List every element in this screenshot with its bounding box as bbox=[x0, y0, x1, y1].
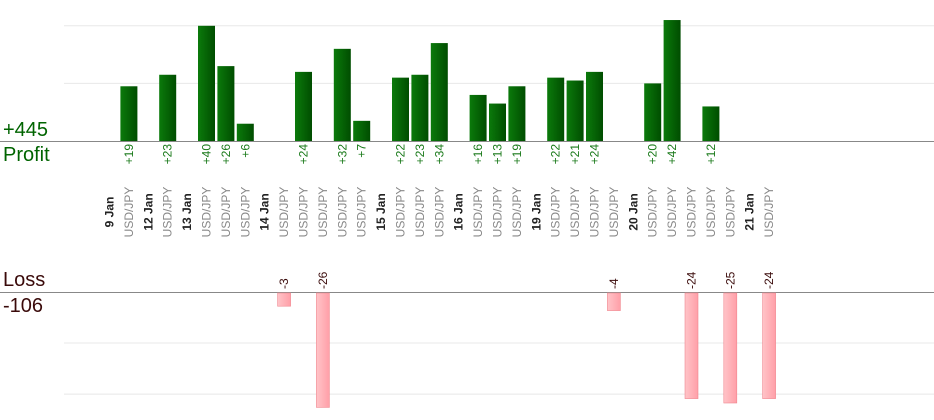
profit-bar bbox=[295, 71, 312, 141]
pair-label: USD/JPY bbox=[335, 187, 349, 238]
pair-label: USD/JPY bbox=[723, 187, 737, 238]
profit-bar bbox=[508, 86, 526, 141]
loss-bar bbox=[277, 292, 291, 307]
profit-value-label: +20 bbox=[646, 144, 660, 165]
profit-value-label: +24 bbox=[588, 144, 602, 165]
pair-label: USD/JPY bbox=[588, 187, 602, 238]
profit-value-label: +6 bbox=[238, 144, 252, 158]
profit-bar bbox=[411, 74, 429, 141]
loss-bar bbox=[607, 292, 621, 311]
profit-value-label: +12 bbox=[704, 144, 718, 165]
profit-bar bbox=[217, 66, 235, 141]
pair-label: USD/JPY bbox=[161, 187, 175, 238]
profit-bar bbox=[644, 83, 662, 141]
pair-label: USD/JPY bbox=[510, 187, 524, 238]
profit-value-label: +23 bbox=[161, 144, 175, 165]
pair-label: USD/JPY bbox=[471, 187, 485, 238]
loss-bar bbox=[684, 292, 699, 399]
date-label: 19 Jan bbox=[529, 193, 543, 230]
date-label: 12 Jan bbox=[141, 193, 155, 230]
profit-bar bbox=[333, 48, 351, 142]
date-label: 14 Jan bbox=[258, 193, 272, 230]
profit-bar bbox=[702, 106, 720, 141]
pair-label: USD/JPY bbox=[413, 187, 427, 238]
pair-label: USD/JPY bbox=[607, 187, 621, 238]
loss-total: -106 bbox=[3, 295, 44, 317]
profit-bar bbox=[469, 94, 487, 141]
pair-label: USD/JPY bbox=[219, 187, 233, 238]
date-label: 16 Jan bbox=[452, 193, 466, 230]
loss-bar bbox=[762, 292, 776, 399]
loss-value-label: -3 bbox=[277, 278, 291, 289]
profit-bar bbox=[120, 86, 138, 141]
pair-label: USD/JPY bbox=[277, 187, 291, 238]
loss-value-label: -24 bbox=[762, 271, 776, 289]
date-label: 21 Jan bbox=[743, 193, 757, 230]
profit-bar bbox=[198, 25, 215, 141]
loss-bar bbox=[723, 292, 738, 404]
profit-value-label: +7 bbox=[355, 144, 369, 158]
profit-value-label: +13 bbox=[491, 144, 505, 165]
pair-label: USD/JPY bbox=[685, 187, 699, 238]
profit-total: +445 bbox=[3, 119, 49, 141]
pair-label: USD/JPY bbox=[704, 187, 718, 238]
profit-value-label: +19 bbox=[122, 144, 136, 165]
pair-label: USD/JPY bbox=[665, 187, 679, 238]
profit-bar bbox=[236, 123, 254, 141]
date-label: 15 Jan bbox=[374, 193, 388, 230]
loss-bar bbox=[316, 292, 330, 408]
pair-label: USD/JPY bbox=[762, 187, 776, 238]
loss-value-label: -25 bbox=[723, 271, 737, 289]
pair-label: USD/JPY bbox=[549, 187, 563, 238]
profit-value-label: +34 bbox=[432, 144, 446, 165]
loss-label: Loss bbox=[3, 269, 46, 291]
profit-bar bbox=[663, 20, 681, 141]
loss-value-label: -24 bbox=[685, 271, 699, 289]
pair-label: USD/JPY bbox=[394, 187, 408, 238]
profit-bar bbox=[547, 77, 565, 141]
pair-label: USD/JPY bbox=[238, 187, 252, 238]
profit-bar bbox=[586, 71, 603, 141]
profit-bar bbox=[392, 77, 409, 141]
profit-value-label: +22 bbox=[394, 144, 408, 165]
pair-label: USD/JPY bbox=[200, 187, 214, 238]
pair-label: USD/JPY bbox=[316, 187, 330, 238]
pair-label: USD/JPY bbox=[355, 187, 369, 238]
profit-value-label: +32 bbox=[335, 144, 349, 165]
profit-bar bbox=[159, 74, 177, 141]
date-label: 9 Jan bbox=[103, 197, 117, 228]
profit-bar bbox=[489, 103, 506, 141]
date-label: 13 Jan bbox=[180, 193, 194, 230]
loss-value-label: -26 bbox=[316, 271, 330, 289]
profit-label: Profit bbox=[3, 144, 50, 166]
pair-label: USD/JPY bbox=[491, 187, 505, 238]
loss-value-label: -4 bbox=[607, 278, 621, 289]
profit-value-label: +22 bbox=[549, 144, 563, 165]
pair-label: USD/JPY bbox=[122, 187, 136, 238]
pair-label: USD/JPY bbox=[646, 187, 660, 238]
profit-bar bbox=[566, 80, 584, 141]
profit-bar bbox=[353, 120, 371, 141]
profit-value-label: +16 bbox=[471, 144, 485, 165]
profit-value-label: +42 bbox=[665, 144, 679, 165]
profit-value-label: +24 bbox=[297, 144, 311, 165]
pair-label: USD/JPY bbox=[432, 187, 446, 238]
date-label: 20 Jan bbox=[626, 193, 640, 230]
pair-label: USD/JPY bbox=[297, 187, 311, 238]
profit-value-label: +19 bbox=[510, 144, 524, 165]
profit-value-label: +23 bbox=[413, 144, 427, 165]
pair-label: USD/JPY bbox=[568, 187, 582, 238]
profit-bar bbox=[430, 43, 448, 141]
profit-value-label: +21 bbox=[568, 144, 582, 165]
profit-value-label: +40 bbox=[200, 144, 214, 165]
profit-value-label: +26 bbox=[219, 144, 233, 165]
